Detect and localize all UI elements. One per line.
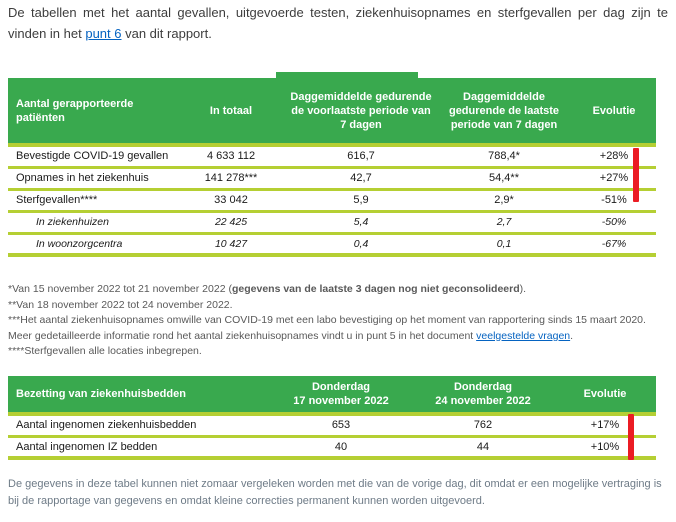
patients-table-wrap: Aantal gerapporteerde patiënten In totaa… xyxy=(8,72,656,257)
header-evolutie: Evolutie xyxy=(572,78,656,147)
footnote-2: **Van 18 november 2022 tot 24 november 2… xyxy=(8,298,233,311)
punt-6-link[interactable]: punt 6 xyxy=(85,26,122,41)
avg-last-cell: 2,9* xyxy=(436,189,572,213)
avg-last-cell: 788,4* xyxy=(436,145,572,169)
intro-text-after: van dit rapport. xyxy=(121,26,212,41)
closing-note: De gegevens in deze tabel kunnen niet zo… xyxy=(8,478,662,507)
footnote-1-text: *Van 15 november 2022 tot 21 november 20… xyxy=(8,283,232,295)
day2-cell: 762 xyxy=(412,414,554,438)
avg-last-cell: 0,1 xyxy=(436,233,572,257)
total-cell: 4 633 112 xyxy=(176,145,286,169)
footnotes-block: *Van 15 november 2022 tot 21 november 20… xyxy=(8,282,664,360)
evolution-cell: +27% xyxy=(572,167,656,191)
row-label-cell: In woonzorgcentra xyxy=(8,233,176,257)
table-row: Sterfgevallen**** 33 042 5,9 2,9* -51% xyxy=(8,189,656,213)
row-label-cell: Aantal ingenomen ziekenhuisbedden xyxy=(8,414,270,438)
footnote-3-end: . xyxy=(570,329,574,342)
beds-table: Bezetting van ziekenhuisbedden Donderdag… xyxy=(8,376,656,460)
footnote-3-text: ***Het aantal ziekenhuisopnames omwille … xyxy=(8,314,646,342)
table-row: In ziekenhuizen 22 425 5,4 2,7 -50% xyxy=(8,211,656,235)
patients-table: Aantal gerapporteerde patiënten In totaa… xyxy=(8,78,656,257)
veelgestelde-vragen-link[interactable]: veelgestelde vragen xyxy=(476,329,571,342)
avg-prev-cell: 5,4 xyxy=(286,211,436,235)
table-row: Bevestigde COVID-19 gevallen 4 633 112 6… xyxy=(8,145,656,169)
header-day1-line2: 17 november 2022 xyxy=(293,395,389,407)
evolution-cell: -67% xyxy=(572,233,656,257)
day1-cell: 40 xyxy=(270,436,412,460)
avg-last-cell: 2,7 xyxy=(436,211,572,235)
intro-paragraph: De tabellen met het aantal gevallen, uit… xyxy=(8,2,668,44)
header-in-totaal: In totaal xyxy=(176,78,286,147)
intro-text-before: De tabellen met het aantal gevallen, uit… xyxy=(8,5,668,41)
day1-cell: 653 xyxy=(270,414,412,438)
header-donderdag-17-november: Donderdag 17 november 2022 xyxy=(270,376,412,416)
row-label-cell: Opnames in het ziekenhuis xyxy=(8,167,176,191)
avg-prev-cell: 5,9 xyxy=(286,189,436,213)
header-aantal-gerapporteerde-patienten: Aantal gerapporteerde patiënten xyxy=(8,78,176,147)
row-label-cell: In ziekenhuizen xyxy=(8,211,176,235)
table-row: In woonzorgcentra 10 427 0,4 0,1 -67% xyxy=(8,233,656,257)
day2-cell: 44 xyxy=(412,436,554,460)
annotation-bar-table1 xyxy=(633,148,639,202)
evolution-cell: +28% xyxy=(572,145,656,169)
footnote-1: *Van 15 november 2022 tot 21 november 20… xyxy=(8,282,664,298)
avg-prev-cell: 616,7 xyxy=(286,145,436,169)
avg-prev-cell: 42,7 xyxy=(286,167,436,191)
total-cell: 10 427 xyxy=(176,233,286,257)
header-day2-line1: Donderdag xyxy=(453,381,513,393)
beds-table-wrap: Bezetting van ziekenhuisbedden Donderdag… xyxy=(8,376,656,460)
header-day2-line2: 24 november 2022 xyxy=(435,395,531,407)
footnote-4: ****Sterfgevallen alle locaties inbegrep… xyxy=(8,345,202,357)
footnote-3: ***Het aantal ziekenhuisopnames omwille … xyxy=(8,313,664,344)
annotation-bar-table2 xyxy=(628,414,634,460)
footnote-1-end: ). xyxy=(519,283,527,295)
header-bezetting-ziekenhuisbedden: Bezetting van ziekenhuisbedden xyxy=(8,376,270,416)
evolution-cell: -51% xyxy=(572,189,656,213)
raised-header-box xyxy=(276,72,418,80)
evolution-cell: +10% xyxy=(554,436,656,460)
table-row: Aantal ingenomen ziekenhuisbedden 653 76… xyxy=(8,414,656,438)
row-label-cell: Bevestigde COVID-19 gevallen xyxy=(8,145,176,169)
header-day1-line1: Donderdag xyxy=(311,381,371,393)
evolution-cell: -50% xyxy=(572,211,656,235)
row-label-cell: Sterfgevallen**** xyxy=(8,189,176,213)
patients-table-header-row: Aantal gerapporteerde patiënten In totaa… xyxy=(8,78,656,147)
avg-last-cell: 54,4** xyxy=(436,167,572,191)
header-evolutie: Evolutie xyxy=(554,376,656,416)
total-cell: 33 042 xyxy=(176,189,286,213)
row-label-cell: Aantal ingenomen IZ bedden xyxy=(8,436,270,460)
avg-prev-cell: 0,4 xyxy=(286,233,436,257)
total-cell: 141 278*** xyxy=(176,167,286,191)
table-row: Aantal ingenomen IZ bedden 40 44 +10% xyxy=(8,436,656,460)
table-row: Opnames in het ziekenhuis 141 278*** 42,… xyxy=(8,167,656,191)
header-donderdag-24-november: Donderdag 24 november 2022 xyxy=(412,376,554,416)
footnote-1-bold: gegevens van de laatste 3 dagen nog niet… xyxy=(231,283,520,295)
header-daggemiddelde-laatste: Daggemiddelde gedurende de laatste perio… xyxy=(436,78,572,147)
total-cell: 22 425 xyxy=(176,211,286,235)
beds-table-header-row: Bezetting van ziekenhuisbedden Donderdag… xyxy=(8,376,656,416)
evolution-cell: +17% xyxy=(554,414,656,438)
header-daggemiddelde-voorlaatste: Daggemiddelde gedurende de voorlaatste p… xyxy=(286,78,436,147)
